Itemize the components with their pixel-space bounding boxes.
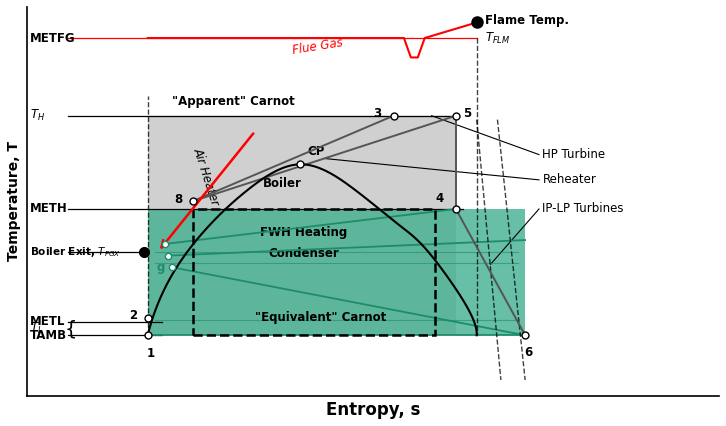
Text: g: g [157,261,165,274]
Text: METL: METL [30,315,65,328]
Text: IP-LP Turbines: IP-LP Turbines [542,202,624,216]
Text: METH: METH [30,202,68,216]
Text: $T_L$: $T_L$ [30,321,44,336]
Text: 6: 6 [524,346,533,359]
Text: Flue Gas: Flue Gas [291,37,343,58]
Text: FWH Heating: FWH Heating [260,226,347,239]
Text: TAMB: TAMB [30,329,67,342]
Polygon shape [147,209,525,335]
Polygon shape [147,116,456,335]
Text: 4: 4 [435,192,444,205]
Text: 1: 1 [147,347,155,360]
Text: 5: 5 [462,107,471,120]
Text: Flame Temp.: Flame Temp. [485,14,569,27]
Text: "Equivalent" Carnot: "Equivalent" Carnot [255,311,386,324]
Text: Condenser: Condenser [268,247,339,260]
Text: "Apparent" Carnot: "Apparent" Carnot [172,95,295,108]
Text: $T_{FLM}$: $T_{FLM}$ [485,31,510,46]
Text: $T_H$: $T_H$ [30,108,45,123]
Text: Boiler Exit, $T_{FGX}$: Boiler Exit, $T_{FGX}$ [30,245,121,259]
Text: HP Turbine: HP Turbine [542,148,605,161]
Text: CP: CP [307,146,325,158]
Text: 2: 2 [129,309,137,322]
Text: 3: 3 [373,107,381,120]
Text: Reheater: Reheater [542,173,596,186]
X-axis label: Entropy, s: Entropy, s [325,401,420,419]
Y-axis label: Temperature, T: Temperature, T [7,141,21,261]
Text: Air Heater: Air Heater [191,145,222,207]
Text: Boiler: Boiler [264,177,302,190]
Bar [192,209,435,335]
Text: METFG: METFG [30,32,76,45]
Text: {: { [65,319,77,338]
Text: 8: 8 [174,193,182,206]
